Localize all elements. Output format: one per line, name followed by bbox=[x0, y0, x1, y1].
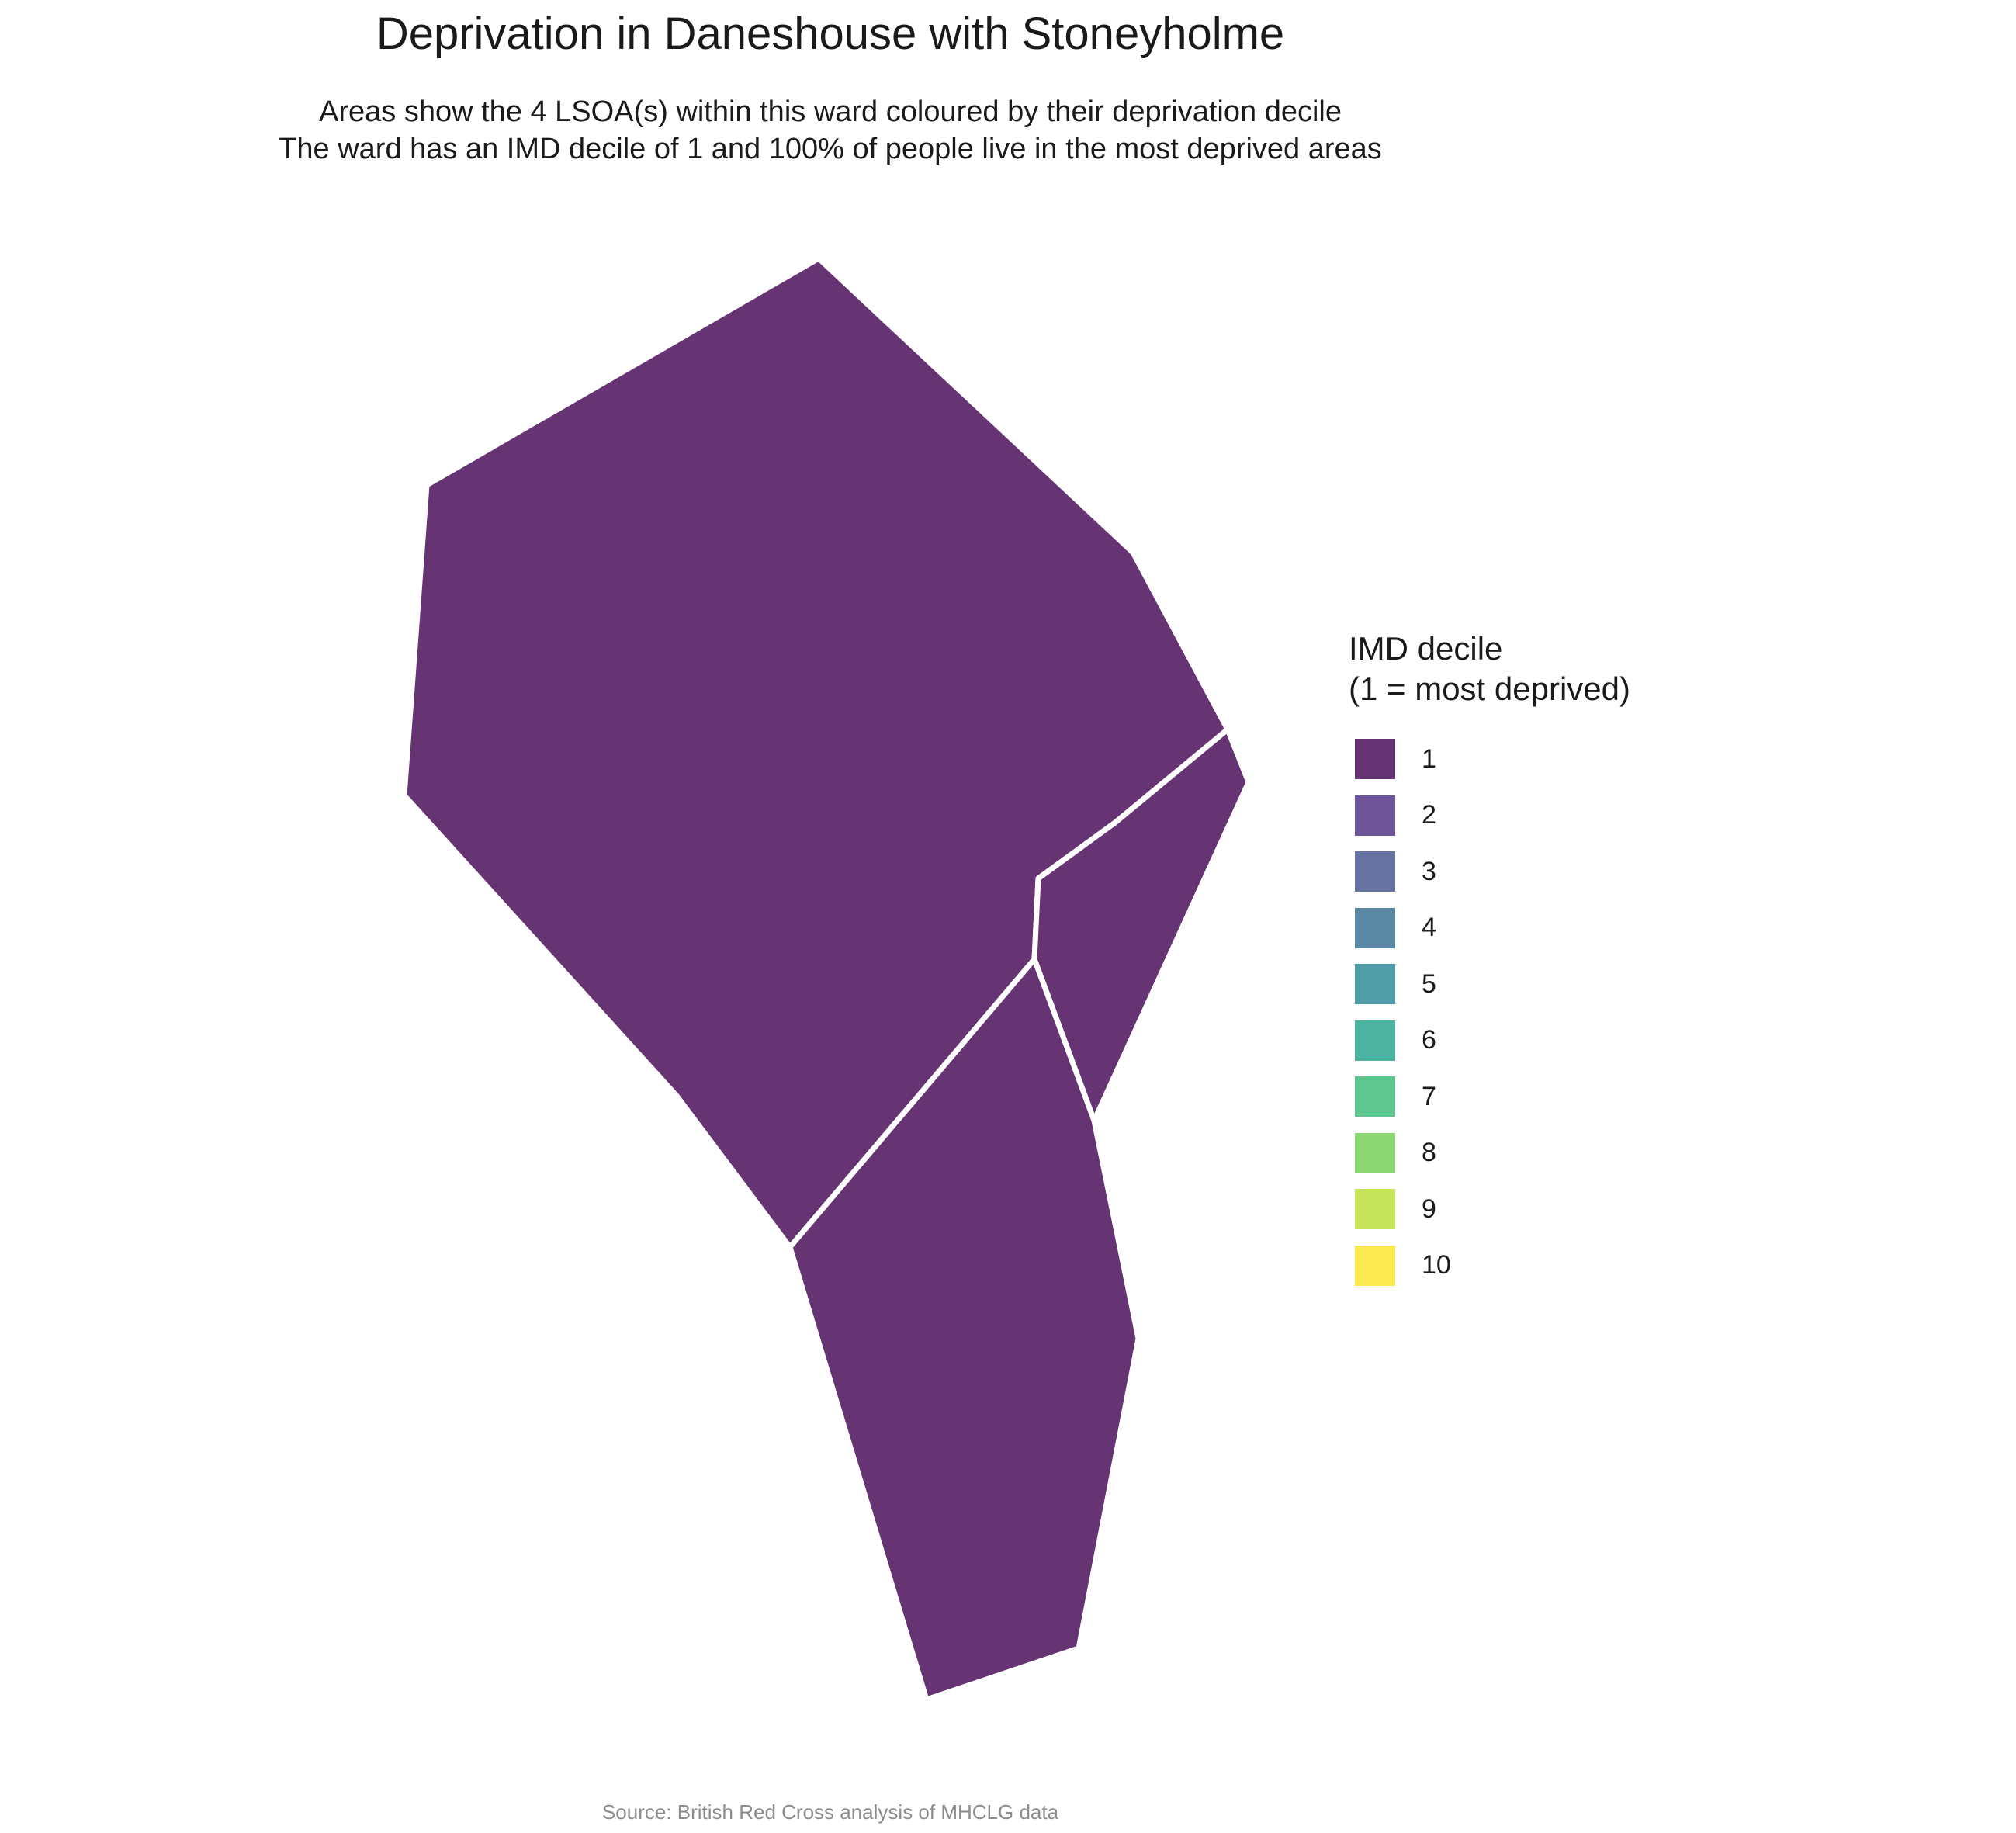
legend-swatch bbox=[1355, 964, 1395, 1005]
legend-label: 1 bbox=[1422, 743, 1436, 774]
legend-item: 4 bbox=[1349, 900, 1630, 957]
legend-item: 10 bbox=[1349, 1238, 1630, 1294]
legend-swatch bbox=[1355, 1132, 1395, 1173]
source-caption: Source: British Red Cross analysis of MH… bbox=[601, 1800, 1059, 1824]
legend-item: 2 bbox=[1349, 788, 1630, 844]
legend-title: IMD decile (1 = most deprived) bbox=[1349, 629, 1630, 709]
lsoa-area-south bbox=[787, 956, 1141, 1703]
legend: IMD decile (1 = most deprived) 1 2 3 4 5 6 7 8 9… bbox=[1349, 629, 1630, 1294]
legend-title-line-2: (1 = most deprived) bbox=[1349, 670, 1630, 707]
legend-label: 4 bbox=[1422, 913, 1436, 943]
legend-item: 7 bbox=[1349, 1069, 1630, 1125]
legend-swatch bbox=[1355, 1076, 1395, 1117]
legend-item: 3 bbox=[1349, 844, 1630, 900]
legend-item: 1 bbox=[1349, 731, 1630, 788]
legend-swatch bbox=[1355, 795, 1395, 836]
legend-swatch bbox=[1355, 1020, 1395, 1061]
legend-item: 8 bbox=[1349, 1125, 1630, 1182]
legend-label: 10 bbox=[1422, 1250, 1451, 1280]
chart-title: Deprivation in Daneshouse with Stoneyhol… bbox=[376, 9, 1285, 59]
legend-swatch bbox=[1355, 851, 1395, 892]
legend-label: 7 bbox=[1422, 1081, 1436, 1111]
legend-title-line-1: IMD decile bbox=[1349, 630, 1503, 667]
legend-label: 8 bbox=[1422, 1138, 1436, 1168]
legend-swatch bbox=[1355, 739, 1395, 780]
legend-label: 6 bbox=[1422, 1025, 1436, 1055]
legend-item: 6 bbox=[1349, 1013, 1630, 1069]
chart-subtitle: Areas show the 4 LSOA(s) within this war… bbox=[0, 93, 1661, 168]
legend-swatch bbox=[1355, 1245, 1395, 1286]
lsoa-areas bbox=[401, 255, 1252, 1703]
legend-item: 9 bbox=[1349, 1181, 1630, 1238]
subtitle-line-1: Areas show the 4 LSOA(s) within this war… bbox=[319, 95, 1342, 128]
legend-label: 9 bbox=[1422, 1194, 1436, 1224]
subtitle-line-2: The ward has an IMD decile of 1 and 100%… bbox=[279, 133, 1382, 165]
legend-label: 3 bbox=[1422, 856, 1436, 886]
legend-swatch bbox=[1355, 1189, 1395, 1230]
legend-label: 2 bbox=[1422, 800, 1436, 830]
legend-items: 1 2 3 4 5 6 7 8 9 10 bbox=[1349, 731, 1630, 1294]
legend-item: 5 bbox=[1349, 956, 1630, 1013]
legend-label: 5 bbox=[1422, 968, 1436, 999]
legend-swatch bbox=[1355, 907, 1395, 948]
